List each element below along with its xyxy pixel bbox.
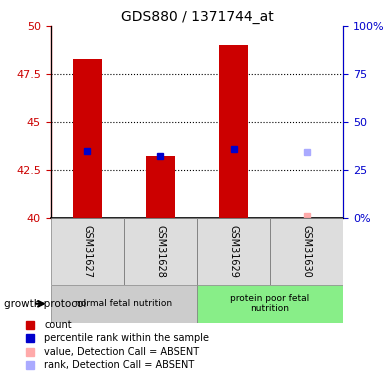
FancyBboxPatch shape (51, 285, 197, 322)
Bar (73, 59, 102, 217)
Bar (219, 45, 248, 218)
Text: GSM31628: GSM31628 (155, 225, 165, 278)
Text: growth protocol: growth protocol (4, 299, 86, 309)
FancyBboxPatch shape (51, 217, 124, 285)
Text: percentile rank within the sample: percentile rank within the sample (44, 333, 209, 344)
Text: normal fetal nutrition: normal fetal nutrition (75, 299, 172, 308)
Text: GSM31627: GSM31627 (82, 225, 92, 278)
Text: GSM31629: GSM31629 (229, 225, 239, 278)
Text: count: count (44, 320, 72, 330)
Text: value, Detection Call = ABSENT: value, Detection Call = ABSENT (44, 346, 199, 357)
FancyBboxPatch shape (124, 217, 197, 285)
Text: GSM31630: GSM31630 (301, 225, 312, 278)
Text: protein poor fetal
nutrition: protein poor fetal nutrition (230, 294, 310, 314)
Title: GDS880 / 1371744_at: GDS880 / 1371744_at (121, 10, 273, 24)
Text: rank, Detection Call = ABSENT: rank, Detection Call = ABSENT (44, 360, 194, 370)
Bar (146, 156, 175, 218)
FancyBboxPatch shape (197, 285, 343, 322)
FancyBboxPatch shape (197, 217, 270, 285)
FancyBboxPatch shape (270, 217, 343, 285)
